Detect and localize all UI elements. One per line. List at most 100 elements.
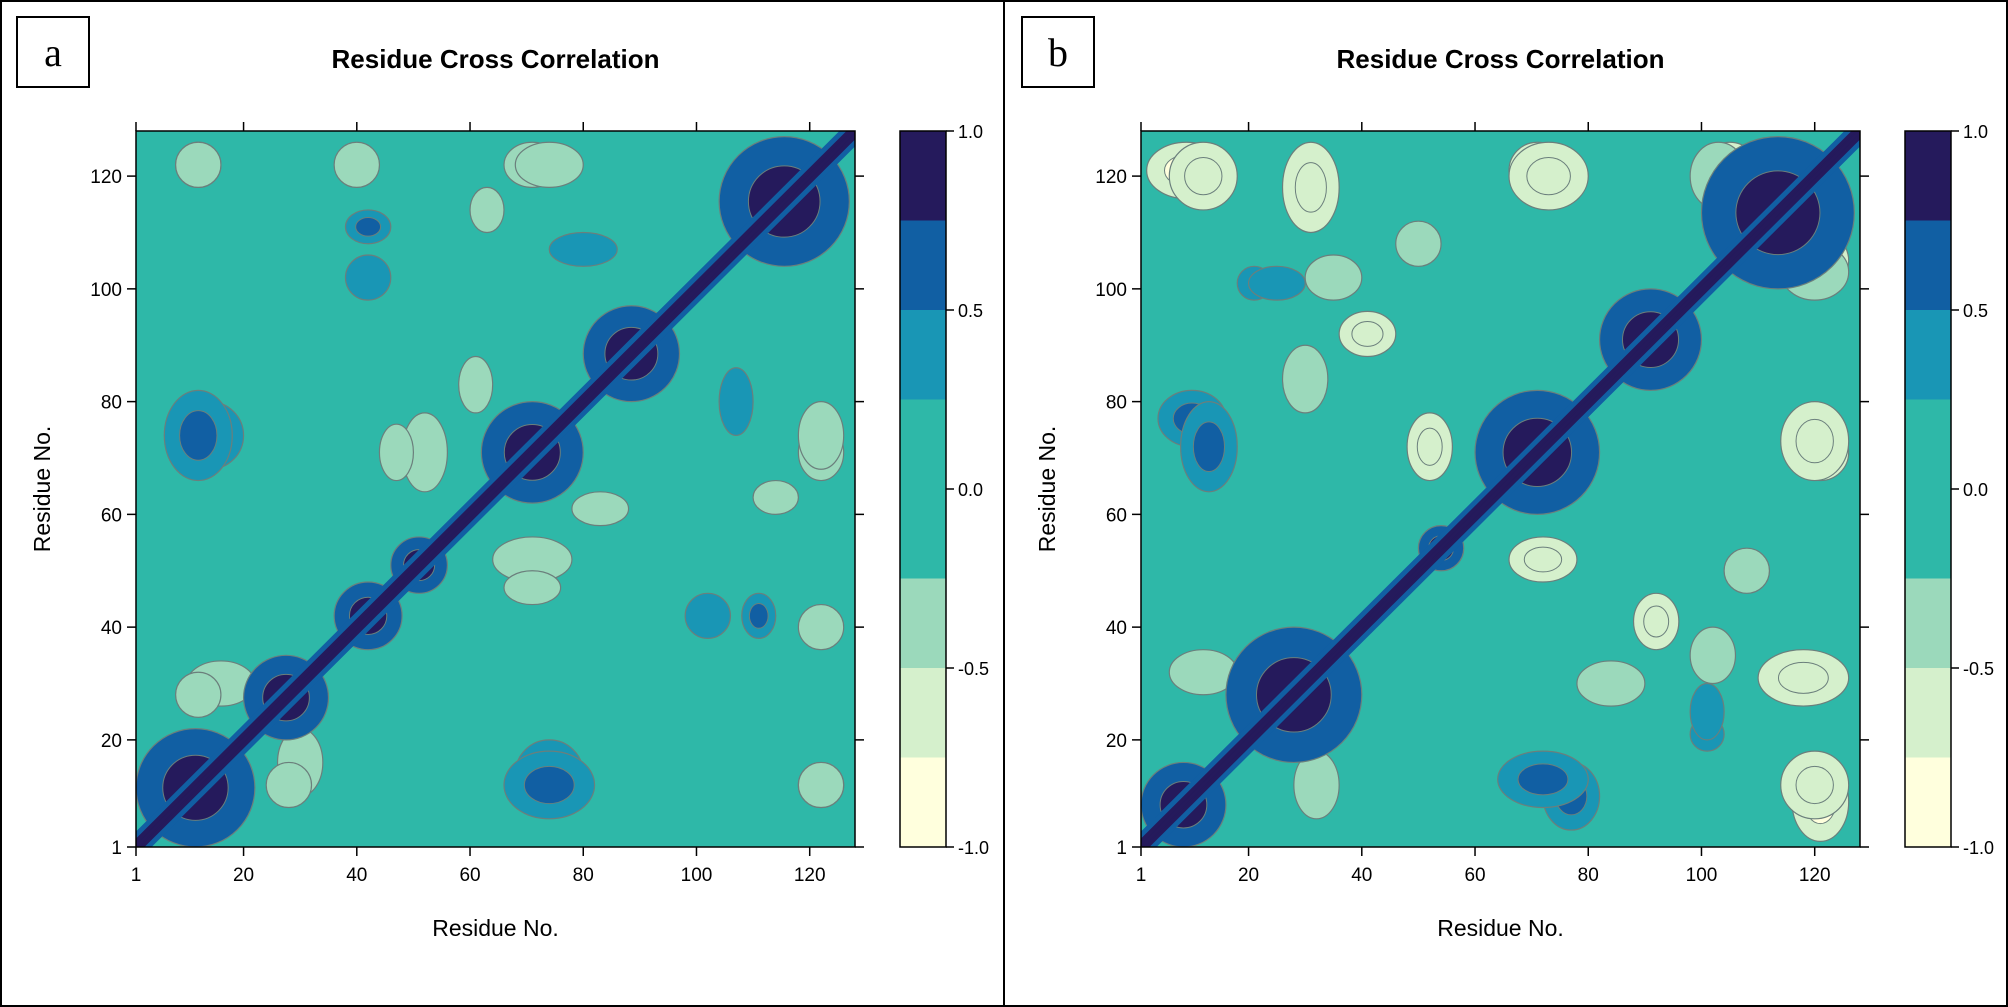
- colorbar-tick-label: 0.5: [1963, 301, 1988, 321]
- negative-correlation-region: [458, 355, 494, 414]
- colorbar-segment: [1905, 310, 1951, 400]
- negative-correlation-region: [1689, 626, 1737, 685]
- negative-correlation-region: [1281, 344, 1329, 414]
- plot-frame: [1140, 130, 1861, 848]
- colorbar-segment: [1905, 668, 1951, 758]
- colorbar-tick-label: -0.5: [958, 659, 989, 679]
- x-axis-label: Residue No.: [1437, 915, 1564, 941]
- colorbar-tick-label: -0.5: [1963, 659, 1994, 679]
- colorbar-tick-label: 1.0: [1963, 122, 1988, 142]
- negative-correlation-core: [1416, 427, 1443, 466]
- x-tick-label: 20: [1238, 865, 1259, 886]
- x-tick-label: 80: [573, 865, 594, 886]
- y-tick-label: 80: [101, 393, 122, 414]
- colorbar-segment: [1905, 578, 1951, 668]
- x-tick-label: 120: [794, 865, 826, 886]
- x-tick-label: 120: [1799, 865, 1831, 886]
- chart-title: Residue Cross Correlation: [332, 44, 660, 74]
- positive-correlation-region: [718, 367, 754, 437]
- negative-correlation-core: [1351, 321, 1384, 347]
- colorbar-segment: [1905, 399, 1951, 579]
- panel-b: Residue Cross Correlation 1 20 40 60 80 100 120…: [1005, 0, 2008, 1007]
- colorbar-segment: [1905, 131, 1951, 221]
- x-tick-label: 60: [459, 865, 480, 886]
- y-tick-label: 60: [1106, 505, 1127, 526]
- y-tick-label: 80: [1106, 393, 1127, 414]
- x-tick-label: 100: [1686, 865, 1718, 886]
- x-tick-label: 40: [346, 865, 367, 886]
- plot-frame: [135, 130, 856, 848]
- positive-correlation-core: [523, 765, 575, 805]
- x-tick-label: 100: [681, 865, 713, 886]
- negative-correlation-core: [1526, 156, 1571, 196]
- negative-correlation-region: [175, 671, 222, 718]
- negative-correlation-region: [469, 186, 505, 234]
- colorbar-segment: [900, 310, 946, 400]
- colorbar-tick-label: -1.0: [1963, 838, 1994, 858]
- y-tick-label: 120: [90, 167, 122, 188]
- colorbar-segment: [900, 578, 946, 668]
- negative-correlation-region: [797, 401, 845, 470]
- x-tick-label: 20: [233, 865, 254, 886]
- y-tick-label: 60: [101, 505, 122, 526]
- x-tick-label: 80: [1578, 865, 1599, 886]
- negative-correlation-region: [503, 570, 562, 606]
- y-axis-label: Residue No.: [29, 426, 55, 553]
- positive-correlation-core: [355, 217, 382, 237]
- x-tick-label: 60: [1464, 865, 1485, 886]
- negative-correlation-region: [514, 141, 584, 188]
- y-tick-label: 100: [1095, 280, 1127, 301]
- panel-a: Residue Cross Correlation 1 20 40 60 80 100 120…: [0, 0, 1003, 1007]
- negative-correlation-region: [1395, 220, 1442, 267]
- positive-correlation-core: [748, 602, 769, 629]
- diagonal-line: [136, 131, 855, 847]
- panel-label-a: a: [16, 16, 90, 88]
- x-tick-label: 40: [1351, 865, 1372, 886]
- negative-correlation-region: [571, 491, 630, 527]
- negative-correlation-region: [1304, 254, 1363, 301]
- negative-correlation-region: [378, 423, 415, 482]
- negative-correlation-region: [797, 761, 845, 809]
- negative-correlation-core: [1777, 661, 1829, 694]
- colorbar-segment: [900, 668, 946, 758]
- y-tick-label: 120: [1095, 167, 1127, 188]
- negative-correlation-region: [797, 603, 845, 651]
- negative-correlation-core: [1795, 418, 1834, 464]
- colorbar-segment: [1905, 757, 1951, 847]
- negative-correlation-region: [1723, 547, 1771, 594]
- negative-correlation-region: [752, 479, 799, 515]
- colorbar-segment: [900, 399, 946, 579]
- colorbar-tick-label: 1.0: [958, 122, 983, 142]
- y-tick-label: 1: [111, 838, 122, 859]
- negative-correlation-core: [1643, 605, 1670, 638]
- positive-correlation-core: [179, 410, 218, 461]
- y-tick-label: 40: [101, 618, 122, 639]
- x-tick-label: 1: [1136, 865, 1147, 886]
- y-tick-label: 20: [1106, 731, 1127, 752]
- chart-title: Residue Cross Correlation: [1337, 44, 1665, 74]
- panel-label-b: b: [1021, 16, 1095, 88]
- colorbar-segment: [900, 131, 946, 221]
- colorbar-segment: [1905, 220, 1951, 310]
- x-tick-label: 1: [131, 865, 142, 886]
- colorbar-segment: [900, 220, 946, 310]
- colorbar-segment: [900, 757, 946, 847]
- negative-correlation-region: [333, 141, 381, 188]
- y-tick-label: 40: [1106, 618, 1127, 639]
- positive-correlation-region: [1247, 265, 1306, 301]
- positive-correlation-region: [344, 254, 392, 301]
- colorbar-tick-label: -1.0: [958, 838, 989, 858]
- diagonal-line: [1141, 131, 1860, 847]
- x-axis-label: Residue No.: [432, 915, 559, 941]
- positive-correlation-region: [548, 231, 618, 267]
- y-tick-label: 20: [101, 731, 122, 752]
- panel-divider: [1003, 0, 1005, 1007]
- positive-correlation-core: [1517, 763, 1569, 796]
- y-axis-label: Residue No.: [1034, 426, 1060, 553]
- colorbar-tick-label: 0.0: [1963, 480, 1988, 500]
- positive-correlation-region: [1689, 682, 1725, 741]
- y-tick-label: 100: [90, 280, 122, 301]
- negative-correlation-region: [175, 141, 222, 188]
